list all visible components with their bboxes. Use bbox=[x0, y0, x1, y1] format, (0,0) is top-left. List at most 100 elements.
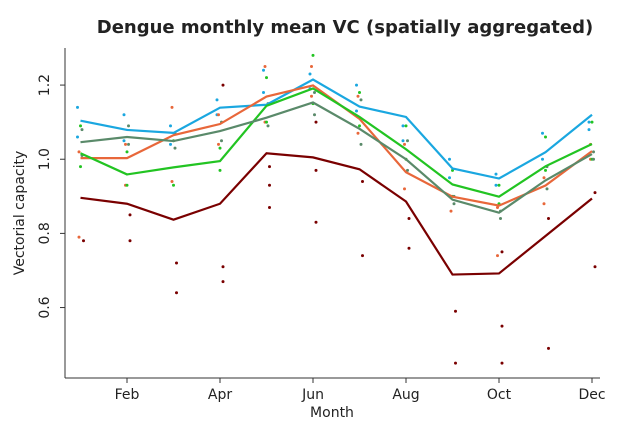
series-line bbox=[80, 78, 593, 180]
sample-dot bbox=[170, 105, 174, 109]
sample-dot bbox=[76, 135, 79, 139]
sample-dot bbox=[221, 280, 225, 284]
sample-dot bbox=[454, 361, 457, 365]
sample-dot bbox=[82, 239, 85, 243]
sample-dot bbox=[215, 98, 219, 102]
sample-dot bbox=[268, 183, 271, 187]
sample-dot bbox=[359, 142, 363, 146]
sample-dot bbox=[313, 90, 316, 94]
sample-dot bbox=[127, 124, 130, 128]
sample-dot bbox=[266, 124, 270, 128]
sample-dot bbox=[361, 179, 364, 183]
sample-dot bbox=[496, 205, 499, 209]
sample-dot bbox=[401, 139, 405, 143]
sample-dot bbox=[122, 113, 126, 117]
sample-dot bbox=[407, 217, 411, 221]
sample-dot bbox=[361, 254, 364, 258]
sample-dot bbox=[310, 94, 313, 98]
sample-dot bbox=[268, 205, 271, 209]
sample-dot bbox=[218, 146, 222, 150]
sample-dot bbox=[494, 172, 498, 176]
sample-dot bbox=[358, 90, 361, 94]
sample-dot bbox=[449, 209, 453, 213]
sample-dot bbox=[547, 346, 550, 350]
sample-dot bbox=[122, 139, 126, 143]
y-tick-label: 1.2 bbox=[37, 74, 53, 96]
sample-dot bbox=[401, 124, 405, 128]
sample-dot bbox=[547, 217, 550, 221]
sample-dot bbox=[314, 120, 318, 124]
sample-dot bbox=[544, 168, 547, 172]
sample-dot bbox=[127, 142, 130, 146]
sample-dot bbox=[593, 191, 597, 195]
x-tick-label: Apr bbox=[208, 387, 232, 403]
x-tick-label: Dec bbox=[578, 387, 605, 403]
sample-dot bbox=[499, 217, 502, 221]
sample-dot bbox=[541, 157, 544, 161]
sample-dot bbox=[358, 124, 361, 128]
sample-dot bbox=[217, 142, 220, 146]
sample-dot bbox=[587, 120, 591, 124]
sample-dot bbox=[356, 94, 360, 98]
sample-dot bbox=[500, 361, 504, 365]
sample-dot bbox=[542, 176, 546, 180]
sample-dot bbox=[448, 157, 451, 161]
x-tick-label: Oct bbox=[487, 387, 512, 403]
x-axis-label: Month bbox=[310, 405, 354, 421]
sample-dot bbox=[265, 120, 268, 124]
sample-dot bbox=[268, 165, 271, 169]
sample-dot bbox=[407, 246, 411, 250]
sample-dot bbox=[128, 213, 132, 217]
sample-dot bbox=[448, 176, 451, 180]
x-tick-label: Feb bbox=[115, 387, 140, 403]
sample-dot bbox=[406, 139, 409, 143]
sample-dot bbox=[406, 168, 409, 172]
sample-dot bbox=[494, 183, 498, 187]
sample-dot bbox=[172, 183, 175, 187]
y-axis-label: Vectorial capacity bbox=[12, 151, 28, 276]
sample-dot bbox=[79, 124, 82, 128]
y-tick-label: 1.0 bbox=[37, 148, 53, 170]
sample-dot bbox=[404, 124, 408, 128]
sample-dot bbox=[169, 142, 172, 146]
sample-dot bbox=[76, 105, 79, 109]
sample-dot bbox=[403, 187, 406, 191]
sample-dot bbox=[77, 150, 81, 154]
sample-dot bbox=[217, 113, 220, 117]
sample-dot bbox=[313, 113, 316, 117]
sample-dot bbox=[310, 65, 313, 69]
sample-dot bbox=[175, 291, 178, 295]
sample-dot bbox=[125, 150, 129, 154]
sample-dot bbox=[221, 83, 225, 87]
sample-dot bbox=[220, 139, 223, 143]
sample-dot bbox=[541, 131, 544, 135]
sample-dot bbox=[500, 324, 504, 328]
sample-dot bbox=[124, 142, 127, 146]
sample-dot bbox=[355, 109, 358, 113]
sample-dot bbox=[218, 168, 222, 172]
sample-dot bbox=[314, 168, 318, 172]
sample-dot bbox=[128, 239, 132, 243]
sample-dot bbox=[497, 183, 501, 187]
sample-dot bbox=[170, 179, 174, 183]
sample-dot bbox=[454, 309, 457, 313]
sample-dot bbox=[262, 90, 265, 94]
sample-dot bbox=[221, 265, 225, 269]
sample-dot bbox=[592, 150, 595, 154]
sample-dot bbox=[542, 202, 546, 206]
series-line bbox=[80, 101, 593, 214]
chart-title: Dengue monthly mean VC (spatially aggreg… bbox=[97, 17, 593, 38]
sample-dot bbox=[262, 68, 265, 72]
sample-dot bbox=[544, 135, 547, 139]
sample-dot bbox=[263, 65, 267, 69]
series-line bbox=[80, 152, 593, 276]
sample-dot bbox=[403, 142, 406, 146]
sample-dot bbox=[173, 146, 177, 150]
sample-dot bbox=[593, 265, 597, 269]
sample-dot bbox=[314, 220, 318, 224]
sample-dot bbox=[79, 165, 82, 169]
series-line bbox=[80, 87, 593, 198]
sample-dot bbox=[452, 202, 456, 206]
sample-dot bbox=[355, 83, 358, 87]
